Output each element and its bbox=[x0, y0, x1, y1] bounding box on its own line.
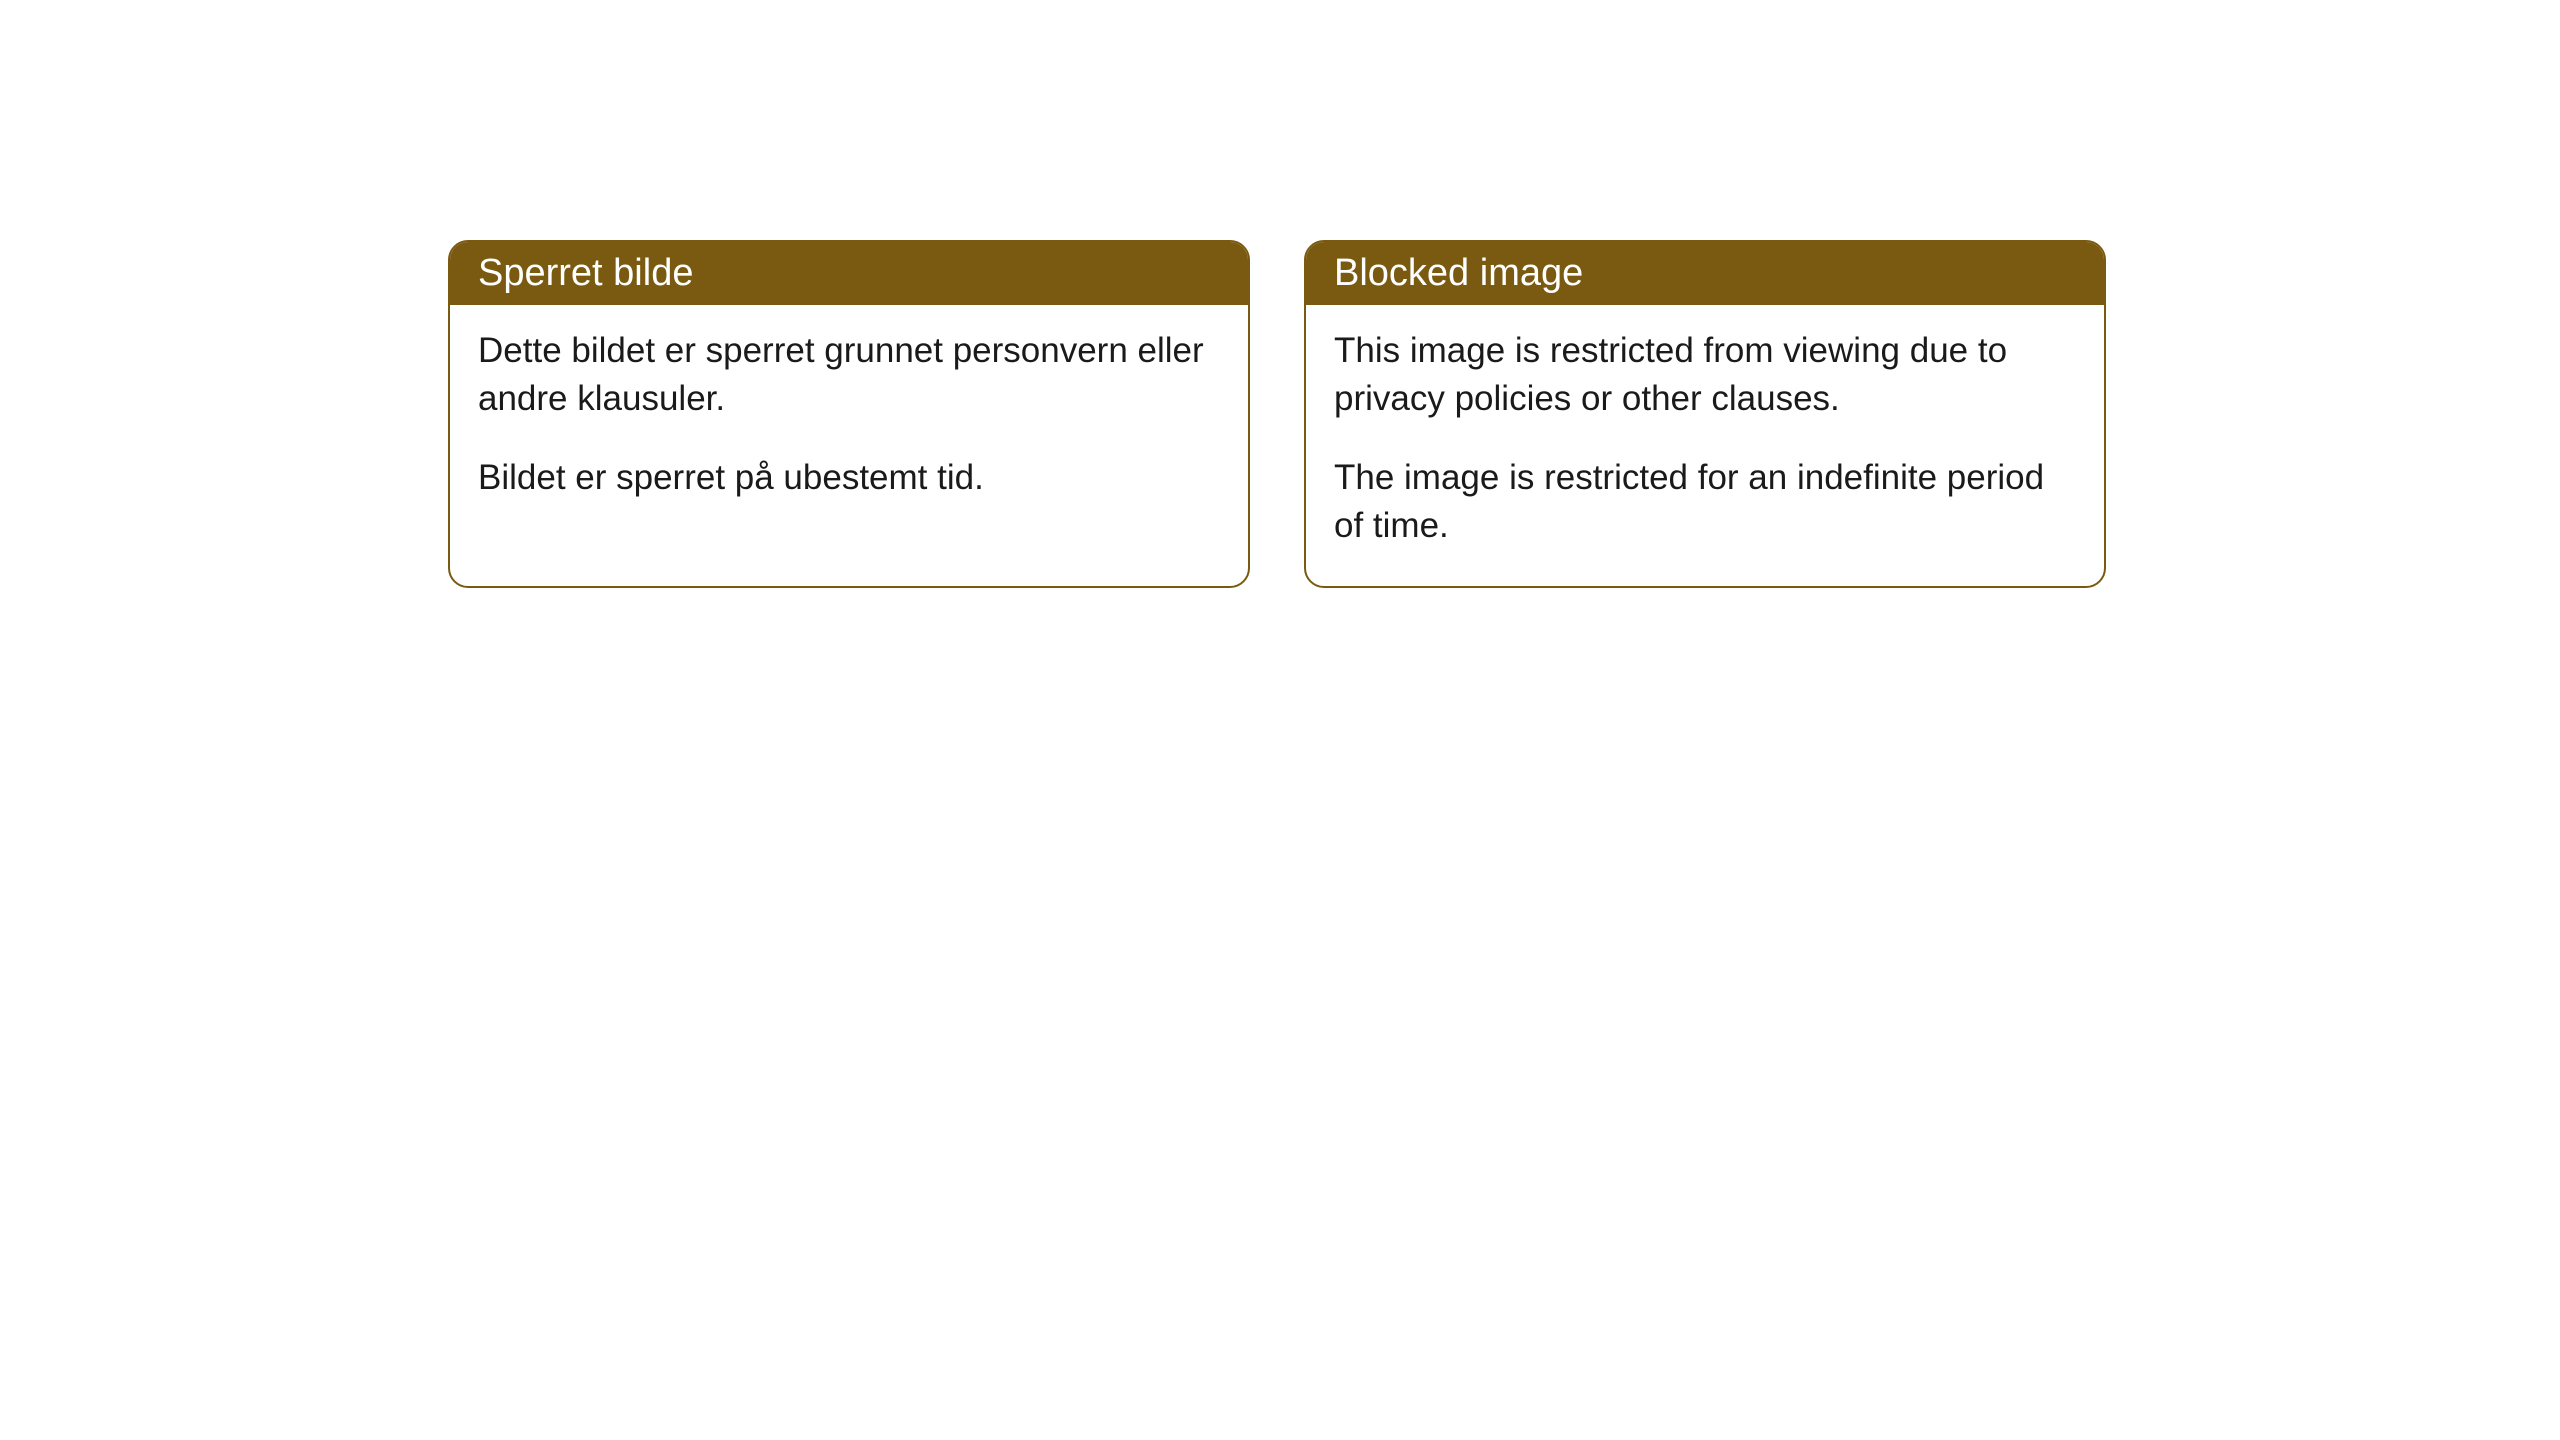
notice-cards-container: Sperret bilde Dette bildet er sperret gr… bbox=[448, 240, 2106, 588]
card-paragraph: This image is restricted from viewing du… bbox=[1334, 327, 2076, 424]
card-paragraph: The image is restricted for an indefinit… bbox=[1334, 454, 2076, 551]
blocked-image-card-norwegian: Sperret bilde Dette bildet er sperret gr… bbox=[448, 240, 1250, 588]
card-title: Sperret bilde bbox=[478, 252, 693, 294]
blocked-image-card-english: Blocked image This image is restricted f… bbox=[1304, 240, 2106, 588]
card-header-english: Blocked image bbox=[1306, 242, 2104, 305]
card-paragraph: Dette bildet er sperret grunnet personve… bbox=[478, 327, 1220, 424]
card-body-english: This image is restricted from viewing du… bbox=[1306, 305, 2104, 586]
card-title: Blocked image bbox=[1334, 252, 1583, 294]
card-body-norwegian: Dette bildet er sperret grunnet personve… bbox=[450, 305, 1248, 538]
card-header-norwegian: Sperret bilde bbox=[450, 242, 1248, 305]
card-paragraph: Bildet er sperret på ubestemt tid. bbox=[478, 454, 1220, 502]
